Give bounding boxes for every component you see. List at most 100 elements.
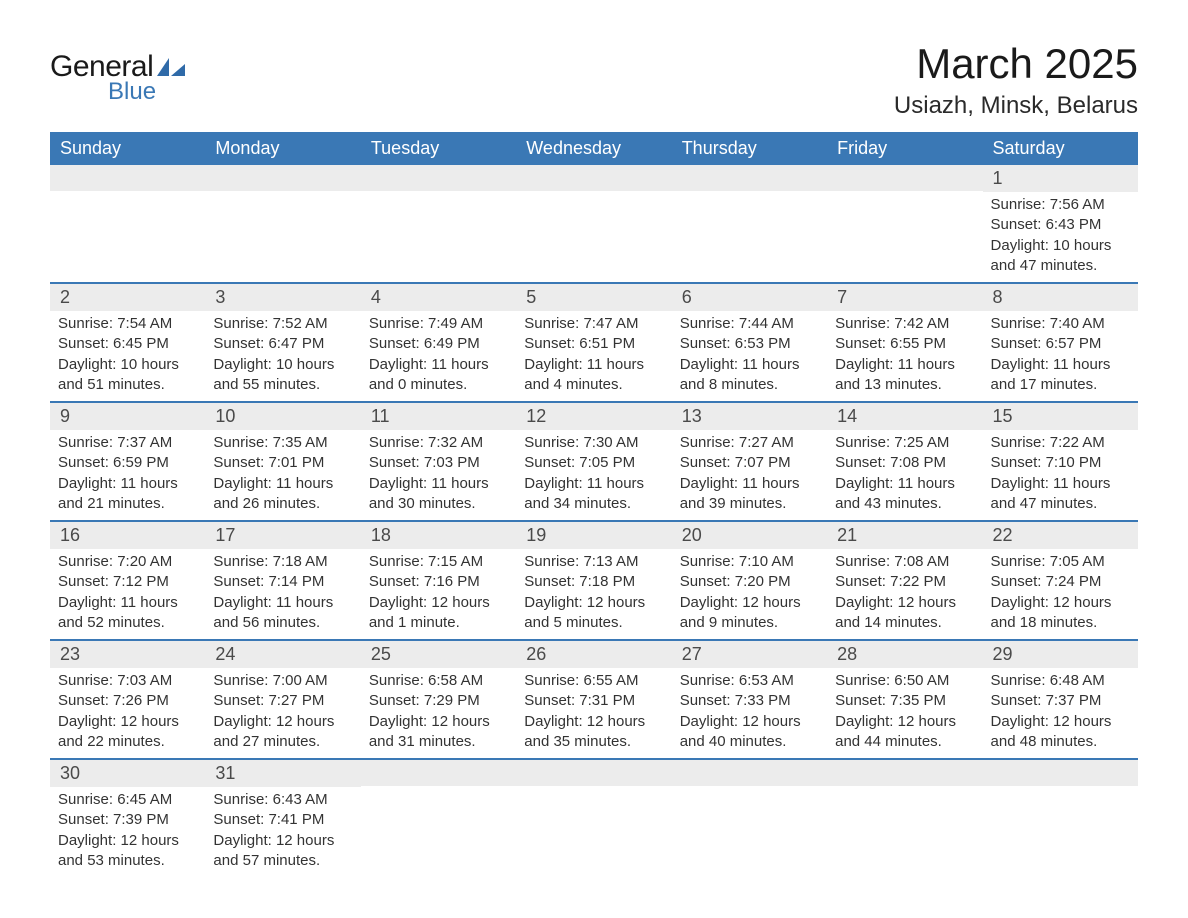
day-data: Sunrise: 6:45 AMSunset: 7:39 PMDaylight:… [50, 787, 205, 877]
day-data: Sunrise: 6:55 AMSunset: 7:31 PMDaylight:… [516, 668, 671, 758]
calendar-day-cell [983, 759, 1138, 877]
calendar-day-cell: 2Sunrise: 7:54 AMSunset: 6:45 PMDaylight… [50, 283, 205, 402]
day-data: Sunrise: 7:52 AMSunset: 6:47 PMDaylight:… [205, 311, 360, 401]
sunset-text: Sunset: 7:20 PM [680, 572, 819, 592]
sunset-text: Sunset: 6:55 PM [835, 334, 974, 354]
day-data: Sunrise: 7:42 AMSunset: 6:55 PMDaylight:… [827, 311, 982, 401]
sunset-text: Sunset: 7:16 PM [369, 572, 508, 592]
sunset-text: Sunset: 7:07 PM [680, 453, 819, 473]
calendar-day-cell: 12Sunrise: 7:30 AMSunset: 7:05 PMDayligh… [516, 402, 671, 521]
sunrise-text: Sunrise: 6:45 AM [58, 790, 197, 810]
calendar-day-cell: 9Sunrise: 7:37 AMSunset: 6:59 PMDaylight… [50, 402, 205, 521]
daylight-text: Daylight: 11 hours and 43 minutes. [835, 474, 974, 515]
sunset-text: Sunset: 7:10 PM [991, 453, 1130, 473]
weekday-header: Monday [205, 132, 360, 165]
day-data: Sunrise: 7:15 AMSunset: 7:16 PMDaylight:… [361, 549, 516, 639]
day-data [361, 786, 516, 795]
day-number: 16 [50, 522, 205, 549]
day-data: Sunrise: 7:05 AMSunset: 7:24 PMDaylight:… [983, 549, 1138, 639]
day-number [672, 165, 827, 191]
calendar-day-cell: 17Sunrise: 7:18 AMSunset: 7:14 PMDayligh… [205, 521, 360, 640]
calendar-day-cell: 20Sunrise: 7:10 AMSunset: 7:20 PMDayligh… [672, 521, 827, 640]
day-number [361, 165, 516, 191]
sunrise-text: Sunrise: 7:42 AM [835, 314, 974, 334]
sunrise-text: Sunrise: 7:20 AM [58, 552, 197, 572]
sunrise-text: Sunrise: 7:15 AM [369, 552, 508, 572]
daylight-text: Daylight: 12 hours and 48 minutes. [991, 712, 1130, 753]
calendar-day-cell: 27Sunrise: 6:53 AMSunset: 7:33 PMDayligh… [672, 640, 827, 759]
day-number: 12 [516, 403, 671, 430]
day-data: Sunrise: 6:48 AMSunset: 7:37 PMDaylight:… [983, 668, 1138, 758]
calendar-day-cell [205, 165, 360, 283]
sunrise-text: Sunrise: 7:32 AM [369, 433, 508, 453]
sunset-text: Sunset: 6:45 PM [58, 334, 197, 354]
calendar-day-cell: 28Sunrise: 6:50 AMSunset: 7:35 PMDayligh… [827, 640, 982, 759]
sunrise-text: Sunrise: 7:56 AM [991, 195, 1130, 215]
sunrise-text: Sunrise: 6:48 AM [991, 671, 1130, 691]
sunset-text: Sunset: 7:35 PM [835, 691, 974, 711]
sunset-text: Sunset: 7:08 PM [835, 453, 974, 473]
day-number: 25 [361, 641, 516, 668]
day-number: 10 [205, 403, 360, 430]
day-number: 4 [361, 284, 516, 311]
day-data: Sunrise: 6:43 AMSunset: 7:41 PMDaylight:… [205, 787, 360, 877]
day-number [50, 165, 205, 191]
sunrise-text: Sunrise: 7:52 AM [213, 314, 352, 334]
sunrise-text: Sunrise: 7:44 AM [680, 314, 819, 334]
day-data: Sunrise: 7:32 AMSunset: 7:03 PMDaylight:… [361, 430, 516, 520]
calendar-day-cell: 8Sunrise: 7:40 AMSunset: 6:57 PMDaylight… [983, 283, 1138, 402]
sunrise-text: Sunrise: 6:55 AM [524, 671, 663, 691]
sunset-text: Sunset: 7:22 PM [835, 572, 974, 592]
daylight-text: Daylight: 11 hours and 26 minutes. [213, 474, 352, 515]
sunset-text: Sunset: 7:37 PM [991, 691, 1130, 711]
calendar-week-row: 16Sunrise: 7:20 AMSunset: 7:12 PMDayligh… [50, 521, 1138, 640]
day-data: Sunrise: 7:08 AMSunset: 7:22 PMDaylight:… [827, 549, 982, 639]
day-number: 18 [361, 522, 516, 549]
day-data: Sunrise: 7:37 AMSunset: 6:59 PMDaylight:… [50, 430, 205, 520]
calendar-week-row: 30Sunrise: 6:45 AMSunset: 7:39 PMDayligh… [50, 759, 1138, 877]
calendar-day-cell: 11Sunrise: 7:32 AMSunset: 7:03 PMDayligh… [361, 402, 516, 521]
calendar-day-cell [50, 165, 205, 283]
page-header: General Blue March 2025 Usiazh, Minsk, B… [50, 40, 1138, 120]
day-number: 14 [827, 403, 982, 430]
calendar-day-cell [516, 165, 671, 283]
calendar-week-row: 2Sunrise: 7:54 AMSunset: 6:45 PMDaylight… [50, 283, 1138, 402]
day-number: 7 [827, 284, 982, 311]
sunrise-text: Sunrise: 7:54 AM [58, 314, 197, 334]
sunrise-text: Sunrise: 6:58 AM [369, 671, 508, 691]
sunrise-text: Sunrise: 7:37 AM [58, 433, 197, 453]
day-number [361, 760, 516, 786]
calendar-day-cell: 21Sunrise: 7:08 AMSunset: 7:22 PMDayligh… [827, 521, 982, 640]
daylight-text: Daylight: 12 hours and 27 minutes. [213, 712, 352, 753]
day-data [983, 786, 1138, 795]
daylight-text: Daylight: 10 hours and 47 minutes. [991, 236, 1130, 277]
sunset-text: Sunset: 7:03 PM [369, 453, 508, 473]
day-number: 9 [50, 403, 205, 430]
day-number: 26 [516, 641, 671, 668]
calendar-day-cell: 6Sunrise: 7:44 AMSunset: 6:53 PMDaylight… [672, 283, 827, 402]
daylight-text: Daylight: 12 hours and 1 minute. [369, 593, 508, 634]
sunset-text: Sunset: 7:18 PM [524, 572, 663, 592]
sunrise-text: Sunrise: 7:22 AM [991, 433, 1130, 453]
calendar-body: 1Sunrise: 7:56 AMSunset: 6:43 PMDaylight… [50, 165, 1138, 877]
weekday-header: Saturday [983, 132, 1138, 165]
day-data: Sunrise: 7:49 AMSunset: 6:49 PMDaylight:… [361, 311, 516, 401]
calendar-day-cell: 1Sunrise: 7:56 AMSunset: 6:43 PMDaylight… [983, 165, 1138, 283]
sunset-text: Sunset: 7:26 PM [58, 691, 197, 711]
sunrise-text: Sunrise: 7:08 AM [835, 552, 974, 572]
weekday-header: Wednesday [516, 132, 671, 165]
weekday-header: Tuesday [361, 132, 516, 165]
daylight-text: Daylight: 12 hours and 53 minutes. [58, 831, 197, 872]
day-number: 2 [50, 284, 205, 311]
day-number: 17 [205, 522, 360, 549]
calendar-day-cell: 29Sunrise: 6:48 AMSunset: 7:37 PMDayligh… [983, 640, 1138, 759]
day-number: 28 [827, 641, 982, 668]
calendar-day-cell: 19Sunrise: 7:13 AMSunset: 7:18 PMDayligh… [516, 521, 671, 640]
calendar-day-cell: 23Sunrise: 7:03 AMSunset: 7:26 PMDayligh… [50, 640, 205, 759]
calendar-day-cell: 24Sunrise: 7:00 AMSunset: 7:27 PMDayligh… [205, 640, 360, 759]
calendar-day-cell: 25Sunrise: 6:58 AMSunset: 7:29 PMDayligh… [361, 640, 516, 759]
day-number [516, 165, 671, 191]
day-number: 27 [672, 641, 827, 668]
calendar-day-cell: 7Sunrise: 7:42 AMSunset: 6:55 PMDaylight… [827, 283, 982, 402]
logo-sail-icon [157, 58, 185, 76]
